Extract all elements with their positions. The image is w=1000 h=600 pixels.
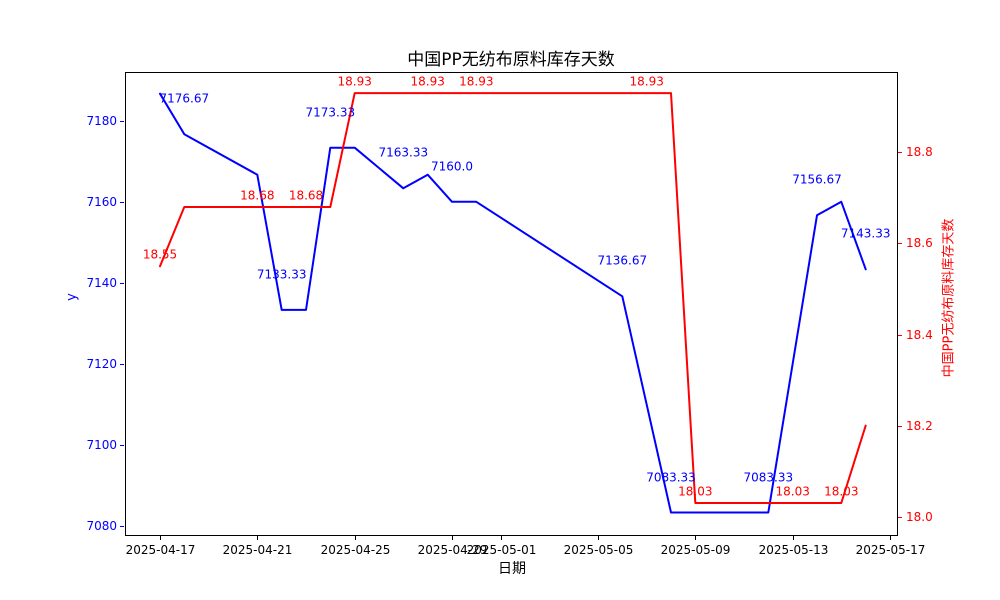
point-label-red: 18.93 [337,74,372,89]
x-axis-label: 日期 [498,561,526,577]
point-label-red: 18.93 [410,74,445,89]
left-y-tick-label: 7160 [86,194,117,209]
point-label-blue: 7160.0 [431,159,473,174]
point-label-red: 18.68 [288,188,324,203]
point-label-blue: 7083.33 [646,470,696,484]
left-y-tick-label: 7180 [86,113,117,128]
red-series-line [159,92,867,504]
point-label-red: 18.03 [678,484,713,499]
right-y-tick-label: 18.2 [906,418,933,433]
point-label-red: 18.93 [629,74,664,89]
point-label-blue: 7176.67 [159,91,210,106]
blue-series-line [159,92,867,514]
x-tick-label: 2025-04-17 [125,543,196,557]
left-y-axis-label: y [64,293,80,301]
right-y-tick-label: 18.4 [906,327,933,342]
left-y-tick-label: 7080 [86,518,117,533]
chart-title: 中国PP无纺布原料库存天数 [407,50,615,70]
left-y-tick-label: 7120 [86,356,117,371]
x-tick-label: 2025-04-25 [320,543,391,557]
point-label-red: 18.68 [240,188,275,203]
point-label-blue: 7143.33 [840,226,891,241]
x-tick-label: 2025-05-09 [660,543,731,557]
point-label-blue: 7083.33 [743,470,794,484]
right-y-tick-label: 18.6 [906,235,933,250]
left-y-tick-label: 7140 [86,275,117,290]
point-label-red: 18.55 [142,247,178,262]
x-tick-label: 2025-05-05 [563,543,634,557]
left-y-tick-label: 7100 [86,437,117,452]
right-y-axis-label: 中国PP无纺布原料库存天数 [941,218,957,378]
x-tick-label: 2025-05-13 [758,543,829,557]
point-label-blue: 7133.33 [256,267,307,282]
x-tick-label: 2025-05-01 [466,543,537,557]
right-y-tick-label: 18.8 [906,144,933,159]
x-tick-label: 2025-05-17 [855,543,926,557]
point-label-blue: 7173.33 [305,105,356,120]
point-label-blue: 7163.33 [378,145,429,160]
plot-border [125,72,898,536]
point-label-blue: 7156.67 [792,172,842,187]
x-tick-label: 2025-04-29 [417,543,488,557]
point-label-red: 18.93 [459,74,494,89]
right-y-tick-label: 18.0 [906,509,933,524]
x-tick-label: 2025-04-21 [222,543,293,557]
point-label-red: 18.03 [775,484,810,499]
point-label-red: 18.03 [824,484,859,499]
point-label-blue: 7136.67 [597,253,648,268]
